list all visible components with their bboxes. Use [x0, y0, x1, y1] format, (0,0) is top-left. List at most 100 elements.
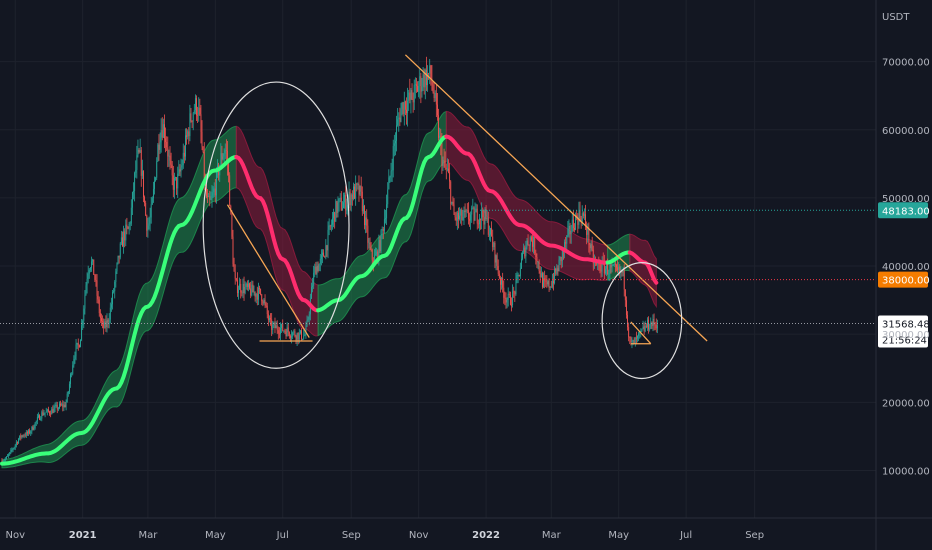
candle-down: [466, 210, 468, 212]
candle-up: [83, 308, 85, 321]
candle-up: [178, 169, 180, 174]
candle-up: [116, 263, 118, 272]
candle-down: [98, 299, 100, 314]
candle-up: [383, 219, 385, 231]
candle-down: [351, 194, 353, 200]
candle-up: [257, 287, 259, 300]
ellipse-annotation[interactable]: [202, 81, 350, 369]
candle-down: [589, 244, 591, 249]
candle-down: [433, 92, 435, 99]
candle-up: [208, 196, 210, 198]
candle-up: [76, 342, 78, 345]
trendline[interactable]: [404, 54, 708, 342]
candle-up: [526, 240, 528, 248]
candle-down: [420, 76, 422, 92]
candle-down: [265, 303, 267, 306]
candle-up: [344, 195, 346, 203]
candle-up: [223, 153, 225, 157]
candle-up: [365, 217, 367, 226]
candle-up: [19, 435, 21, 440]
candle-up: [451, 201, 453, 204]
ellipse-annotation[interactable]: [601, 262, 683, 380]
candle-down: [171, 164, 173, 176]
candle-down: [170, 160, 172, 165]
candle-up: [74, 356, 76, 359]
candle-down: [284, 330, 286, 332]
candle-down: [188, 131, 190, 137]
candle-up: [388, 177, 390, 190]
candle-up: [578, 210, 580, 225]
trendline[interactable]: [226, 204, 310, 338]
candle-down: [122, 237, 123, 247]
candle-down: [399, 117, 401, 122]
candle-up: [357, 183, 359, 185]
candle-up: [403, 101, 405, 115]
candle-down: [530, 237, 532, 241]
candle-up: [4, 458, 6, 461]
candle-down: [179, 169, 181, 172]
candle-down: [423, 74, 425, 88]
candle-down: [229, 175, 231, 206]
candle-up: [91, 261, 92, 268]
candle-down: [482, 209, 484, 218]
trendline[interactable]: [630, 321, 652, 345]
candle-up: [67, 391, 69, 394]
candle-up: [414, 84, 416, 86]
candle-up: [181, 165, 183, 168]
candle-down: [557, 268, 559, 272]
candle-up: [583, 214, 585, 216]
candle-up: [650, 322, 652, 329]
candle-down: [504, 297, 506, 299]
candle-down: [176, 177, 178, 189]
candle-down: [228, 164, 230, 176]
candle-down: [598, 263, 600, 265]
candle-up: [173, 178, 175, 190]
candle-up: [642, 326, 644, 329]
candle-down: [591, 243, 593, 250]
candle-up: [427, 72, 428, 86]
candle-up: [251, 284, 253, 296]
candle-down: [267, 314, 269, 320]
candle-down: [214, 188, 216, 196]
candle-up: [129, 223, 131, 225]
candle-down: [643, 326, 645, 332]
candle-up: [147, 225, 149, 231]
candle-up: [410, 90, 412, 100]
candle-up: [73, 358, 75, 366]
candle-down: [324, 256, 326, 258]
candle-up: [308, 314, 310, 320]
candle-up: [117, 255, 119, 264]
candle-down: [234, 271, 236, 279]
candle-down: [514, 291, 516, 295]
candle-down: [469, 219, 470, 221]
candle-down: [140, 150, 142, 176]
candle-up: [238, 289, 239, 294]
time-axis-ticks[interactable]: Nov 2021 Mar May Jul Sep Nov 2022 Mar May Jul Sep: [5, 530, 764, 541]
candle-up: [460, 209, 462, 216]
candle-up: [269, 318, 270, 320]
candle-up: [543, 278, 544, 287]
candle-up: [81, 325, 83, 340]
candle-up: [646, 319, 648, 328]
candle-down: [483, 217, 485, 225]
price-tick-label: 40000.00: [882, 262, 930, 273]
time-tick-label: Nov: [5, 530, 25, 541]
candle-down: [535, 253, 537, 258]
candle-up: [305, 326, 307, 335]
price-axis-ticks[interactable]: 10000.00 20000.00 30000.00 40000.00 50000.00…: [882, 58, 930, 478]
time-tick-label: Sep: [745, 530, 764, 541]
candle-down: [358, 183, 360, 195]
candle-up: [547, 280, 549, 285]
candle-up: [632, 339, 634, 342]
candle-down: [445, 167, 447, 169]
time-tick-label: May: [608, 530, 629, 541]
candle-down: [404, 101, 406, 110]
candle-down: [197, 115, 199, 116]
candle-down: [485, 209, 487, 219]
candle-up: [57, 407, 59, 410]
candle-down: [619, 266, 621, 273]
candle-down: [536, 257, 538, 262]
candle-up: [604, 268, 606, 274]
candle-up: [248, 283, 249, 287]
